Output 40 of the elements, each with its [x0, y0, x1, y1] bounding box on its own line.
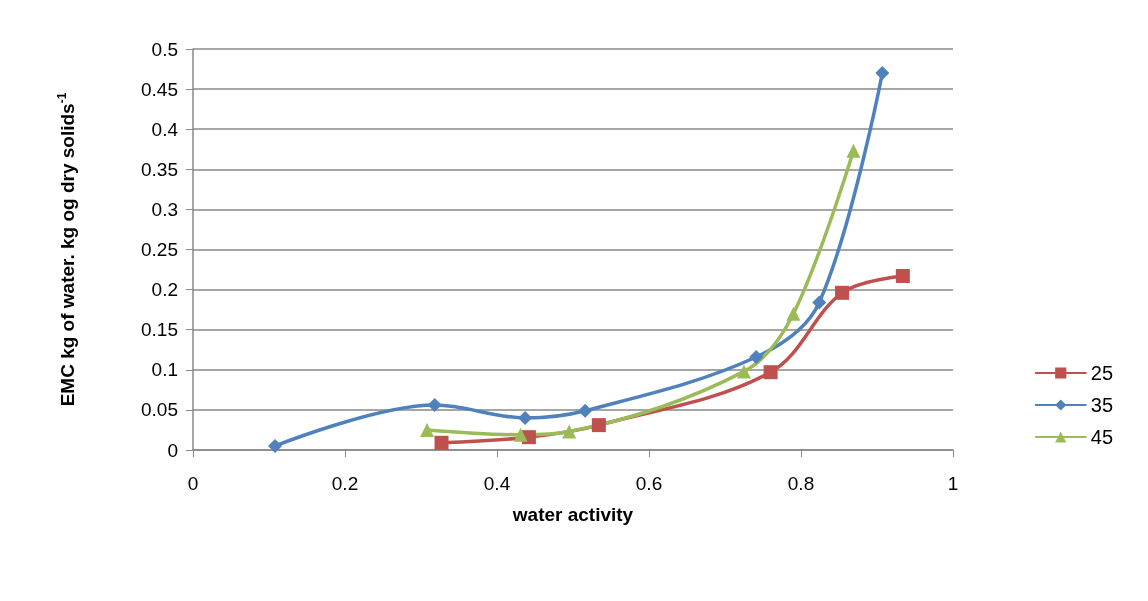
x-axis-title: water activity — [511, 504, 634, 525]
point — [749, 349, 764, 364]
point — [737, 364, 751, 379]
point — [846, 143, 861, 158]
y-tick-label: 0.2 — [151, 279, 178, 301]
y-tick-label: 0.5 — [151, 38, 178, 60]
point — [578, 403, 593, 418]
y-tick-label: 0.4 — [151, 118, 179, 140]
point — [895, 268, 910, 283]
x-tick-label: 0 — [187, 473, 199, 494]
legend-label: 35 — [1090, 394, 1113, 416]
point — [875, 66, 890, 81]
x-tick-label: 1 — [947, 473, 959, 494]
x-tick-label: 0.4 — [483, 473, 511, 494]
y-tick-label: 0.25 — [141, 239, 178, 260]
point — [420, 422, 435, 437]
point — [518, 410, 533, 425]
y-tick-label: 0.35 — [141, 158, 178, 180]
point — [562, 424, 577, 439]
point — [812, 295, 827, 310]
y-tick-label: 0.3 — [151, 198, 178, 220]
y-tick-label: 0 — [167, 439, 178, 461]
y-axis-title: EMC kg of water. kg og dry solids-1 — [55, 92, 78, 407]
y-tick-label: 0.05 — [141, 399, 178, 421]
point — [268, 438, 283, 453]
x-tick-label: 0.8 — [787, 473, 815, 494]
x-tick-label: 0.2 — [331, 473, 359, 494]
point — [427, 398, 442, 413]
point — [591, 418, 606, 433]
point — [763, 365, 778, 380]
x-tick-label: 0.6 — [635, 473, 663, 494]
point — [434, 435, 449, 450]
point — [786, 306, 801, 321]
point — [513, 427, 528, 442]
legend-label: 25 — [1090, 362, 1113, 384]
y-tick-label: 0.15 — [141, 319, 178, 341]
point — [835, 285, 850, 300]
y-tick-label: 0.1 — [151, 359, 178, 381]
y-tick-label: 0.45 — [141, 78, 178, 100]
legend-label: 45 — [1090, 426, 1113, 448]
